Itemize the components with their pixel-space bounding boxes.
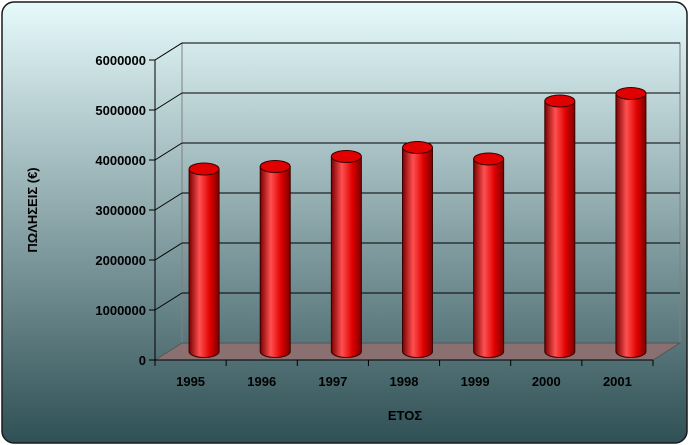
x-tick-label: 2000 — [532, 374, 561, 389]
gridline-side — [154, 192, 183, 211]
bars — [188, 87, 647, 358]
bar-top — [259, 160, 291, 173]
y-tick-label: 1000000 — [95, 303, 146, 318]
x-tick-label: 1999 — [461, 374, 490, 389]
bar — [259, 160, 291, 358]
x-tick-label: 1998 — [390, 374, 419, 389]
y-tick-label: 6000000 — [95, 53, 146, 68]
bar — [544, 94, 576, 358]
bar-body — [544, 100, 576, 358]
bar-top — [188, 162, 220, 176]
x-tick-label: 1996 — [247, 374, 276, 389]
y-tick-label: 4000000 — [95, 153, 146, 168]
bar-top — [615, 87, 647, 100]
bar-body — [188, 168, 220, 358]
bar-top — [544, 94, 576, 108]
y-tick-label: 0 — [139, 353, 146, 368]
gridline-side — [154, 242, 183, 261]
gridline-side — [154, 42, 183, 61]
x-axis-title: ΕΤΟΣ — [388, 408, 422, 423]
bar-body — [402, 147, 433, 358]
bar-top — [402, 141, 433, 154]
bar — [473, 152, 505, 358]
gridline-side — [154, 142, 183, 161]
y-tick-label: 3000000 — [95, 203, 146, 218]
y-axis-title: ΠΩΛΗΣΕΙΣ (€) — [25, 167, 40, 252]
y-tick-labels: 0 1000000 2000000 3000000 4000000 5000000 6000… — [95, 53, 146, 368]
y-tick-label: 5000000 — [95, 103, 146, 118]
x-tick-label: 1995 — [176, 374, 205, 389]
axes — [149, 59, 654, 366]
x-tick-label: 2001 — [603, 374, 632, 389]
bar-top — [473, 152, 505, 166]
bar — [188, 162, 220, 358]
bar — [615, 87, 647, 358]
y-tick-label: 2000000 — [95, 253, 146, 268]
bar-body — [615, 93, 647, 358]
bar — [330, 150, 362, 358]
bar-body — [473, 158, 505, 358]
gridline-side — [154, 292, 183, 311]
bar-body — [330, 156, 362, 358]
bar — [402, 141, 433, 358]
x-tick-label: 1997 — [318, 374, 347, 389]
x-tick-labels: 1995 1996 1997 1998 1999 2000 2001 — [176, 374, 632, 389]
gridline-side — [154, 92, 183, 111]
bar-top — [330, 150, 362, 163]
bar-body — [259, 166, 291, 358]
